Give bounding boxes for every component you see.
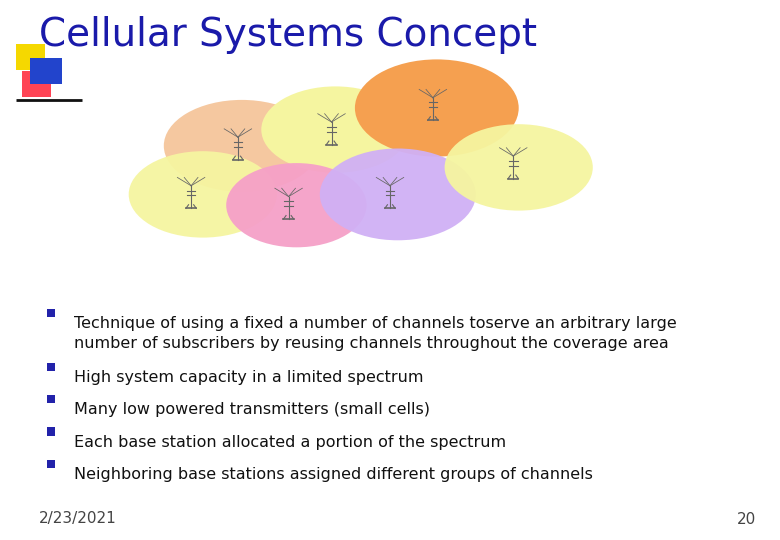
- Bar: [22, 71, 51, 97]
- Ellipse shape: [355, 59, 519, 157]
- Ellipse shape: [164, 100, 320, 192]
- Bar: [47, 460, 55, 468]
- Text: High system capacity in a limited spectrum: High system capacity in a limited spectr…: [74, 370, 424, 385]
- Text: 2/23/2021: 2/23/2021: [39, 511, 117, 526]
- Text: Technique of using a fixed a number of channels toserve an arbitrary large: Technique of using a fixed a number of c…: [74, 316, 677, 331]
- Text: 20: 20: [737, 511, 757, 526]
- Bar: [47, 309, 55, 316]
- Bar: [47, 428, 55, 435]
- Text: Each base station allocated a portion of the spectrum: Each base station allocated a portion of…: [74, 435, 506, 450]
- Ellipse shape: [226, 163, 367, 247]
- Text: Cellular Systems Concept: Cellular Systems Concept: [39, 16, 537, 54]
- Ellipse shape: [445, 124, 593, 211]
- Bar: [16, 44, 45, 70]
- Ellipse shape: [320, 148, 476, 240]
- Ellipse shape: [261, 86, 410, 173]
- Bar: [47, 395, 55, 403]
- Text: number of subscribers by reusing channels throughout the coverage area: number of subscribers by reusing channel…: [74, 336, 669, 352]
- Text: Neighboring base stations assigned different groups of channels: Neighboring base stations assigned diffe…: [74, 467, 593, 482]
- Bar: [30, 58, 62, 84]
- Text: Many low powered transmitters (small cells): Many low powered transmitters (small cel…: [74, 402, 430, 417]
- Bar: [47, 363, 55, 370]
- Ellipse shape: [129, 151, 277, 238]
